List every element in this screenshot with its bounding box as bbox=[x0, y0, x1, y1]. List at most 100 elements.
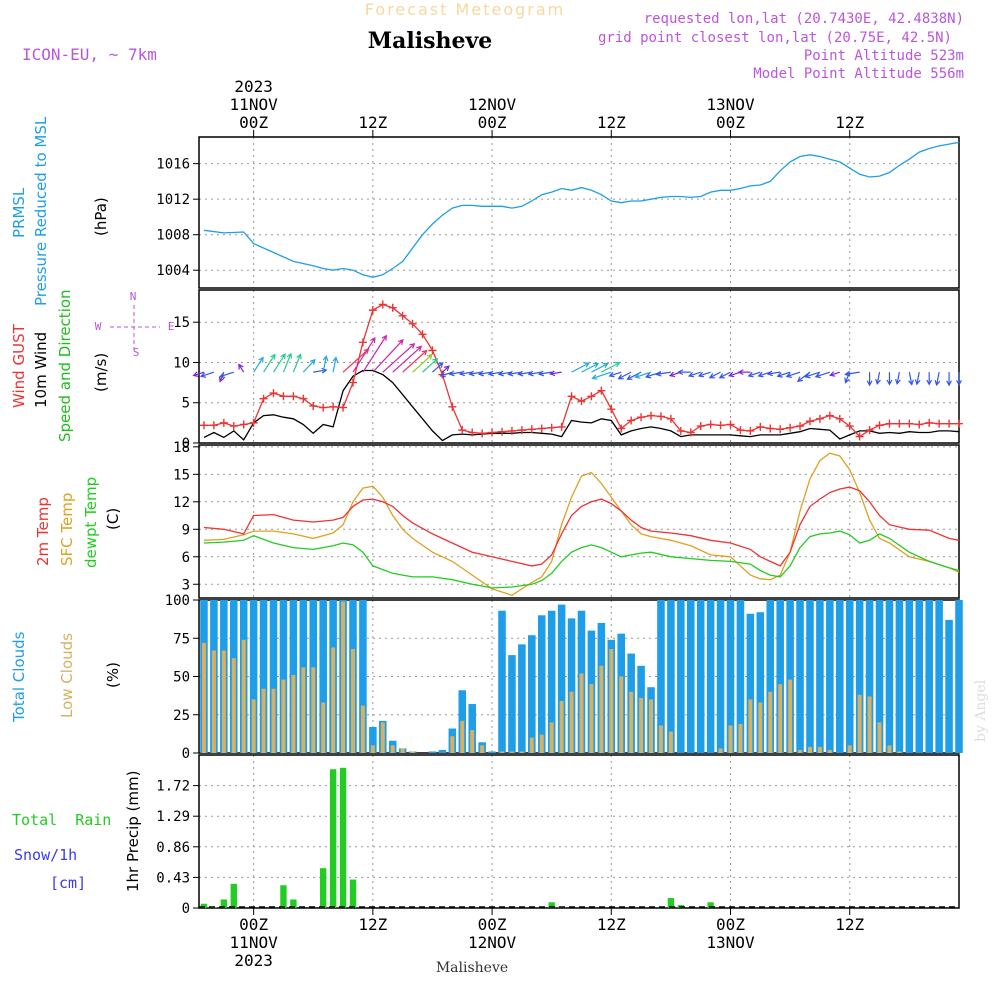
wind-arrow-shaft bbox=[282, 353, 292, 373]
wind-arrow-shaft bbox=[758, 371, 771, 377]
clouds-ytick-label: 50 bbox=[173, 670, 190, 686]
low-cloud-bar bbox=[639, 697, 644, 753]
wind-arrow-head bbox=[655, 370, 662, 377]
total-cloud-bar bbox=[895, 600, 904, 753]
pressure-unit: (hPa) bbox=[92, 197, 110, 236]
low-cloud-bar bbox=[231, 658, 236, 753]
wind-arrow-head bbox=[697, 371, 705, 378]
wind-arrow-head bbox=[593, 362, 600, 368]
low-cloud-bar bbox=[529, 737, 534, 753]
total-cloud-bar bbox=[567, 618, 576, 753]
wind-direction-arrow bbox=[728, 371, 741, 378]
wind-arrow-shaft bbox=[432, 362, 444, 373]
bottom-time-label: 00Z bbox=[239, 915, 268, 934]
wind-arrow-shaft bbox=[845, 371, 860, 375]
wind-arrow-head bbox=[785, 372, 792, 378]
dewpt-temp-line bbox=[203, 530, 960, 589]
compass-west: W bbox=[95, 320, 102, 333]
wind-direction-arrow bbox=[844, 370, 860, 377]
wind-gust-marker bbox=[299, 394, 308, 403]
top-time-label: 12NOV bbox=[468, 95, 517, 114]
total-cloud-bar bbox=[657, 600, 665, 753]
low-cloud-bar bbox=[519, 751, 524, 753]
wind-arrow-head bbox=[219, 372, 226, 379]
bottom-time-label: 12Z bbox=[597, 915, 626, 934]
total-cloud-bar bbox=[746, 613, 755, 753]
product-title: Forecast Meteogram bbox=[365, 0, 565, 19]
wind-arrow-head bbox=[766, 370, 773, 377]
total-cloud-bar bbox=[865, 600, 874, 753]
rain-label: Total Rain bbox=[12, 811, 111, 829]
pressure-frame bbox=[198, 136, 960, 289]
wind-arrow-head bbox=[270, 353, 276, 360]
temp-ytick-label: 3 bbox=[182, 577, 190, 593]
wind-arrow-shaft bbox=[332, 357, 337, 373]
snow-label: Snow/1h bbox=[14, 846, 77, 864]
total-cloud-bar bbox=[518, 644, 526, 753]
low-cloud-bar bbox=[887, 745, 892, 753]
wind-arrow-head bbox=[644, 372, 652, 379]
wind-ytick-label: 10 bbox=[173, 355, 190, 371]
wind-direction-arrow bbox=[292, 353, 302, 373]
top-time-label: 12Z bbox=[358, 113, 387, 132]
wind-arrow-shaft bbox=[292, 354, 302, 373]
wind-direction-arrow bbox=[934, 372, 941, 387]
wind-direction-arrow bbox=[372, 339, 404, 373]
wind-gust-marker bbox=[835, 414, 844, 423]
wind-gust-marker bbox=[398, 311, 407, 320]
low-cloud-bar bbox=[798, 749, 803, 753]
low-cloud-bar bbox=[380, 722, 385, 753]
wind-gust-marker bbox=[845, 422, 854, 431]
top-time-label: 11NOV bbox=[230, 95, 279, 114]
wind-arrow-head bbox=[926, 379, 933, 386]
wind-gust-line bbox=[204, 303, 959, 438]
wind-gust-marker bbox=[339, 403, 348, 412]
wind-direction-arrow bbox=[412, 353, 433, 373]
bottom-time-label: 00Z bbox=[478, 915, 507, 934]
low-cloud-bar bbox=[599, 665, 604, 753]
total-cloud-bar bbox=[696, 600, 705, 753]
wind-gust-marker bbox=[736, 426, 745, 435]
rain-bar bbox=[329, 769, 337, 908]
low-cloud-bar bbox=[728, 725, 733, 753]
top-time-label: 00Z bbox=[239, 113, 268, 132]
wind-arrow-head bbox=[238, 363, 244, 370]
wind-direction-arrow bbox=[199, 371, 215, 378]
total-cloud-bar bbox=[786, 600, 794, 753]
bottom-time-label: 12NOV bbox=[468, 933, 517, 952]
wind-gust-marker bbox=[696, 422, 705, 431]
wind-arrow-head bbox=[370, 337, 376, 344]
wind-arrow-head bbox=[608, 371, 615, 378]
total-cloud-bar bbox=[557, 604, 566, 753]
total-cloud-bar bbox=[706, 600, 715, 753]
total-cloud-bar bbox=[508, 655, 516, 753]
wind-gust-marker bbox=[269, 389, 278, 398]
wind-direction-arrow bbox=[487, 370, 503, 377]
wind-gust-marker bbox=[786, 423, 795, 432]
model-label: ICON-EU, ~ 7km bbox=[22, 45, 157, 64]
wind-gust-marker bbox=[259, 394, 268, 403]
wind-gust-marker bbox=[587, 392, 596, 401]
total-cloud-bar bbox=[488, 751, 496, 753]
snow-unit-label: [cm] bbox=[50, 874, 86, 892]
wind-arrow-shaft bbox=[688, 371, 701, 377]
wind-gust-marker bbox=[945, 419, 954, 428]
wind-gust-marker bbox=[925, 418, 934, 427]
wind-direction-arrow bbox=[946, 372, 952, 387]
wind-direction-arrow bbox=[382, 342, 416, 373]
wind-direction-arrow bbox=[718, 371, 731, 379]
wind-direction-arrow bbox=[263, 353, 276, 373]
bottom-time-label: 11NOV bbox=[230, 933, 279, 952]
top-time-label: 12Z bbox=[597, 113, 626, 132]
low-cloud-bar bbox=[758, 702, 763, 753]
temp-ytick-label: 6 bbox=[182, 550, 190, 566]
wind-arrow-head bbox=[677, 369, 684, 376]
low-cloud-bar bbox=[867, 696, 872, 753]
wind-arrow-shaft bbox=[767, 371, 781, 375]
total-cloud-bar bbox=[667, 600, 675, 753]
low-cloud-bar bbox=[400, 748, 405, 753]
top-time-label: 13NOV bbox=[706, 95, 755, 114]
total-cloud-bar bbox=[845, 600, 854, 753]
total-cloud-bar bbox=[945, 619, 953, 753]
